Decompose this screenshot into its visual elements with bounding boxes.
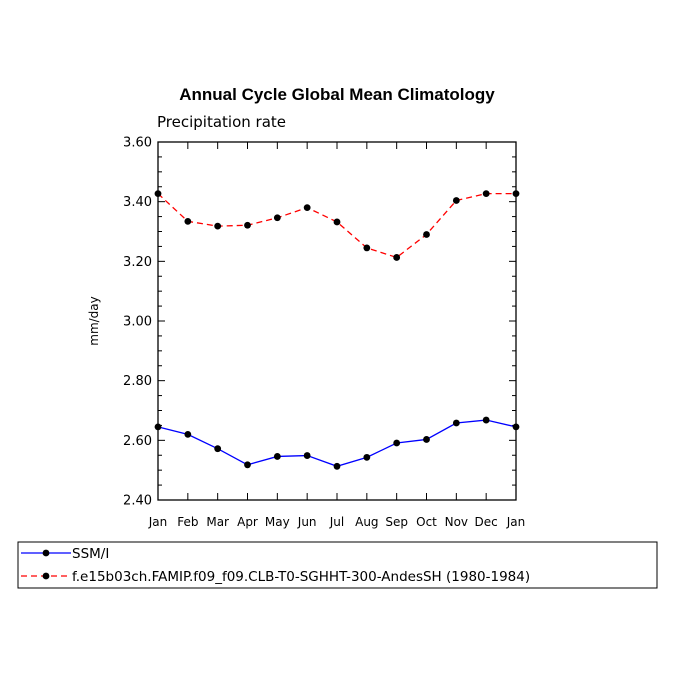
y-tick-label: 2.80 <box>123 374 152 389</box>
legend-marker <box>42 549 50 557</box>
data-point <box>512 423 520 431</box>
data-point <box>184 217 192 225</box>
legend: SSM/I f.e15b03ch.FAMIP.f09_f09.CLB-T0-SGH… <box>17 541 658 589</box>
y-tick-label: 3.00 <box>123 315 152 330</box>
legend-marker <box>42 572 50 580</box>
data-point <box>303 452 311 459</box>
y-tick-label: 3.60 <box>123 136 152 151</box>
y-tick-label: 3.40 <box>123 195 152 210</box>
x-tick-label: Dec <box>475 515 498 529</box>
data-point <box>482 190 490 198</box>
data-point <box>363 453 371 461</box>
chart-subtitle: Precipitation rate <box>157 113 286 131</box>
x-tick-label: Aug <box>355 515 378 529</box>
x-tick-label: Apr <box>237 515 258 529</box>
data-point <box>214 445 222 453</box>
data-point <box>333 462 341 470</box>
data-point <box>154 423 162 431</box>
y-axis-label: mm/day <box>87 296 101 346</box>
series-line <box>157 419 517 467</box>
legend-box <box>17 541 658 589</box>
data-point <box>393 254 401 261</box>
x-tick-label: Nov <box>445 515 468 529</box>
legend-label: SSM/I <box>72 546 109 562</box>
data-point <box>184 430 192 438</box>
data-point <box>512 190 520 198</box>
x-tick-label: Jan <box>506 515 526 529</box>
x-tick-label: Jun <box>297 515 317 529</box>
data-point <box>423 231 430 238</box>
axes: 2.40 2.60 2.80 3.00 3.20 3.40 3.60 Jan Feb Mar Apr… <box>123 136 525 530</box>
legend-label: f.e15b03ch.FAMIP.f09_f09.CLB-T0-SGHHT-30… <box>72 569 530 585</box>
data-point <box>273 453 281 460</box>
data-point <box>452 419 460 427</box>
y-tick-label: 3.20 <box>123 255 152 270</box>
x-tick-label: Sep <box>385 515 408 529</box>
data-point <box>244 221 251 229</box>
x-tick-label: Jul <box>329 515 344 529</box>
data-point <box>423 436 430 443</box>
data-point <box>273 214 281 222</box>
y-tick-label: 2.60 <box>123 434 152 449</box>
data-point <box>363 244 371 252</box>
x-tick-label: Oct <box>416 515 437 529</box>
series-line <box>157 192 516 259</box>
x-tick-label: Jan <box>148 515 168 529</box>
x-tick-label: Feb <box>177 515 198 529</box>
data-point <box>154 190 162 198</box>
data-point <box>333 218 341 226</box>
chart-title: Annual Cycle Global Mean Climatology <box>179 85 495 104</box>
series-layer <box>154 190 520 470</box>
data-point <box>482 416 490 424</box>
data-point <box>214 222 222 230</box>
data-point <box>452 197 460 204</box>
x-tick-label: Mar <box>206 515 229 529</box>
y-tick-label: 2.40 <box>123 494 152 509</box>
data-point <box>393 439 401 447</box>
data-point <box>244 461 251 469</box>
x-tick-label: May <box>265 515 290 529</box>
data-point <box>303 204 311 212</box>
